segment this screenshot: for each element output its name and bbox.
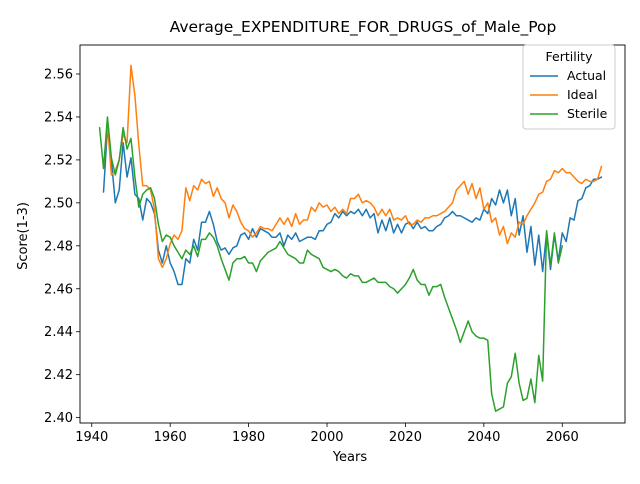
y-tick-label: 2.56 (44, 67, 73, 82)
x-tick-label: 1940 (75, 430, 108, 445)
x-axis: 1940 1960 1980 2000 2020 2040 2060 (75, 423, 579, 445)
plot-lines (98, 64, 603, 412)
y-tick-label: 2.40 (44, 411, 73, 426)
x-axis-label: Years (332, 450, 368, 465)
y-tick-label: 2.54 (44, 110, 73, 125)
x-tick-label: 1980 (232, 430, 265, 445)
legend-label-actual: Actual (567, 68, 606, 83)
y-tick-label: 2.46 (44, 282, 73, 297)
legend: Fertility Actual Ideal Sterile (522, 44, 616, 130)
y-tick-label: 2.50 (44, 196, 73, 211)
legend-title: Fertility (546, 49, 594, 64)
y-tick-label: 2.48 (44, 239, 73, 254)
x-tick-label: 2040 (467, 430, 500, 445)
y-tick-label: 2.42 (44, 368, 73, 383)
legend-items: Actual Ideal Sterile (530, 68, 608, 121)
y-tick-label: 2.52 (44, 153, 73, 168)
x-tick-label: 2000 (310, 430, 343, 445)
y-axis-label: Score(1-3) (16, 202, 31, 270)
plot-frame (79, 44, 626, 424)
chart-title: Average_EXPENDITURE_FOR_DRUGS_of_Male_Po… (170, 18, 557, 37)
series-line-ideal (102, 64, 603, 269)
legend-label-sterile: Sterile (567, 106, 608, 121)
y-tick-label: 2.44 (44, 325, 73, 340)
series-line-sterile (98, 116, 564, 412)
legend-box (522, 44, 616, 130)
y-axis: 2.40 2.42 2.44 2.46 2.48 2.50 2.52 2.54 2.56 (44, 67, 80, 426)
x-tick-label: 1960 (154, 430, 187, 445)
x-tick-label: 2060 (546, 430, 579, 445)
series-line-actual (102, 126, 603, 286)
x-tick-label: 2020 (389, 430, 422, 445)
legend-label-ideal: Ideal (567, 87, 597, 102)
